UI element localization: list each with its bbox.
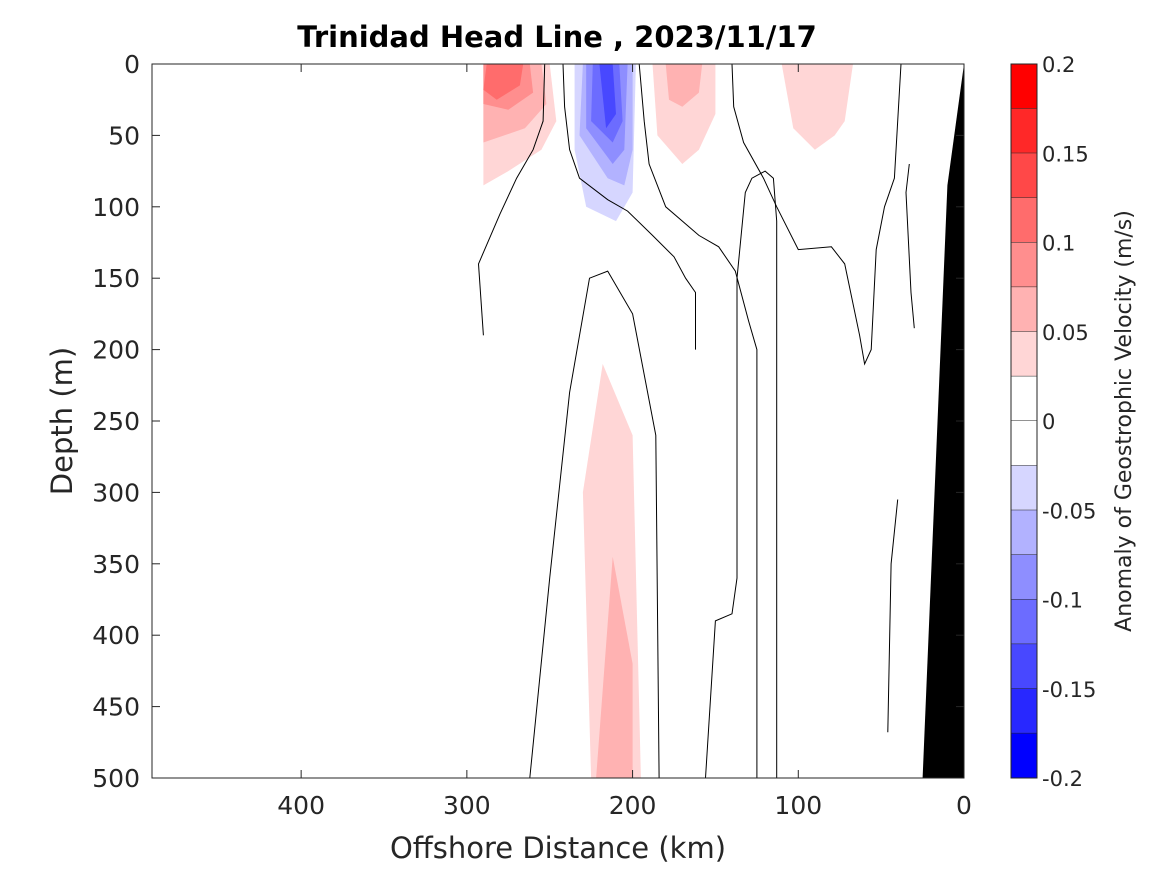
colorbar-swatch (1011, 644, 1037, 689)
x-tick-label: 100 (774, 791, 822, 820)
land-mask (922, 64, 964, 778)
colorbar-swatch (1011, 733, 1037, 778)
colorbar-tick-label: -0.2 (1042, 767, 1083, 791)
y-axis-ticks: 0 50 100 150 200 250 300 350 400 450 500 (92, 50, 964, 793)
contour-fill-region (596, 556, 633, 778)
y-tick-label: 350 (92, 550, 140, 579)
x-tick-label: 400 (277, 791, 325, 820)
colorbar-swatch (1011, 64, 1037, 109)
colorbar-swatch (1011, 242, 1037, 288)
chart-title: Trinidad Head Line , 2023/11/17 (297, 20, 817, 54)
zero-contour-line (529, 270, 660, 779)
colorbar-swatch (1011, 153, 1037, 198)
y-tick-label: 400 (92, 621, 140, 650)
colorbar-swatch (1011, 599, 1037, 645)
y-tick-label: 150 (92, 264, 140, 293)
colorbar-tick-label: -0.05 (1042, 499, 1096, 523)
contour-fill-region (665, 64, 703, 107)
colorbar-tick-label: 0.05 (1042, 321, 1089, 345)
y-axis-label: Depth (m) (45, 347, 79, 495)
colorbar-tick-label: 0.2 (1042, 53, 1075, 77)
y-tick-label: 500 (92, 764, 140, 793)
colorbar-swatch (1011, 688, 1037, 734)
colorbar-swatch (1011, 465, 1037, 511)
colorbar-tick-label: 0 (1042, 410, 1055, 434)
colorbar-swatch (1011, 331, 1037, 377)
zero-contour-line (562, 63, 696, 350)
colorbar-tick-label: 0.15 (1042, 142, 1089, 166)
x-tick-label: 200 (609, 791, 657, 820)
plot-area: 400 300 200 100 0 0 50 100 150 200 250 300 350 400 45… (92, 50, 972, 820)
zero-contour-line (905, 163, 915, 329)
y-tick-label: 450 (92, 693, 140, 722)
y-tick-label: 300 (92, 478, 140, 507)
y-tick-label: 250 (92, 407, 140, 436)
x-axis-ticks: 400 300 200 100 0 (277, 64, 972, 820)
colorbar-swatch (1011, 197, 1037, 243)
contour-fill-region (892, 692, 898, 724)
zero-contour-lines (477, 63, 915, 779)
colorbar-swatch (1011, 421, 1037, 466)
colorbar-swatch (1011, 287, 1037, 332)
y-tick-label: 50 (108, 121, 140, 150)
zero-contour-line (477, 63, 546, 336)
velocity-contour-fills (483, 64, 911, 778)
colorbar-label: Anomaly of Geostrophic Velocity (m/s) (1112, 210, 1137, 632)
y-tick-label: 200 (92, 336, 140, 365)
zero-contour-line (638, 63, 758, 778)
contour-fill-region (848, 620, 877, 778)
colorbar-tick-label: -0.1 (1042, 589, 1083, 613)
colorbar-frame (1010, 63, 1038, 779)
contour-fill-region (483, 663, 489, 778)
colorbar-tick-label: -0.15 (1042, 678, 1096, 702)
x-axis-label: Offshore Distance (km) (390, 831, 726, 865)
colorbar-swatch (1011, 108, 1037, 154)
contour-fill-region (483, 64, 524, 100)
x-tick-label: 0 (956, 791, 972, 820)
colorbar-tick-label: 0.1 (1042, 232, 1075, 256)
contour-fill-region (781, 64, 853, 150)
colorbar-swatch (1011, 510, 1037, 555)
y-tick-label: 0 (124, 50, 140, 79)
colorbar-swatch (1011, 554, 1037, 600)
zero-contour-line (731, 63, 902, 366)
colorbar-swatch (1011, 376, 1037, 421)
zero-contour-line (887, 499, 899, 733)
zero-contour-line (705, 170, 778, 779)
x-tick-label: 300 (443, 791, 491, 820)
contour-fill-region (599, 64, 616, 129)
colorbar: 0.2 0.15 0.1 0.05 0 -0.05 -0.1 -0.15 -0.2 (1010, 53, 1096, 791)
y-tick-label: 100 (92, 193, 140, 222)
